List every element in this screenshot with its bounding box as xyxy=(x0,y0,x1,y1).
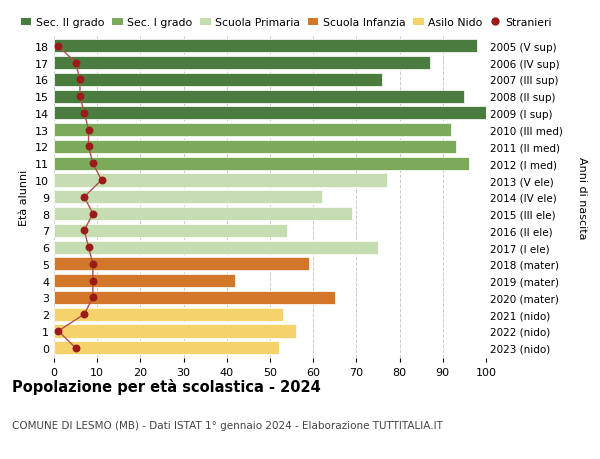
Point xyxy=(88,261,98,268)
Bar xyxy=(54,140,456,154)
Bar xyxy=(54,174,386,187)
Point xyxy=(79,194,89,201)
Point xyxy=(84,127,94,134)
Point xyxy=(53,43,63,50)
Point xyxy=(88,160,98,168)
Bar xyxy=(54,274,235,288)
Point xyxy=(75,93,85,101)
Bar xyxy=(54,191,322,204)
Point xyxy=(88,294,98,302)
Point xyxy=(71,344,80,352)
Bar xyxy=(54,241,378,254)
Bar xyxy=(54,90,464,103)
Bar xyxy=(54,124,451,137)
Y-axis label: Anni di nascita: Anni di nascita xyxy=(577,156,587,239)
Bar xyxy=(54,308,283,321)
Point xyxy=(79,227,89,235)
Bar xyxy=(54,325,296,338)
Bar xyxy=(54,40,478,53)
Legend: Sec. II grado, Sec. I grado, Scuola Primaria, Scuola Infanzia, Asilo Nido, Stran: Sec. II grado, Sec. I grado, Scuola Prim… xyxy=(20,18,552,28)
Point xyxy=(75,77,85,84)
Point xyxy=(79,311,89,318)
Point xyxy=(88,277,98,285)
Point xyxy=(79,110,89,118)
Bar xyxy=(54,341,278,354)
Bar xyxy=(54,107,486,120)
Bar xyxy=(54,57,430,70)
Text: Popolazione per età scolastica - 2024: Popolazione per età scolastica - 2024 xyxy=(12,379,321,395)
Bar xyxy=(54,207,352,221)
Bar xyxy=(54,224,287,237)
Bar xyxy=(54,258,309,271)
Y-axis label: Età alunni: Età alunni xyxy=(19,169,29,225)
Point xyxy=(84,144,94,151)
Point xyxy=(97,177,106,185)
Bar xyxy=(54,291,335,304)
Point xyxy=(84,244,94,251)
Text: COMUNE DI LESMO (MB) - Dati ISTAT 1° gennaio 2024 - Elaborazione TUTTITALIA.IT: COMUNE DI LESMO (MB) - Dati ISTAT 1° gen… xyxy=(12,420,443,430)
Bar xyxy=(54,157,469,170)
Bar xyxy=(54,74,382,87)
Point xyxy=(71,60,80,67)
Point xyxy=(88,210,98,218)
Point xyxy=(53,328,63,335)
